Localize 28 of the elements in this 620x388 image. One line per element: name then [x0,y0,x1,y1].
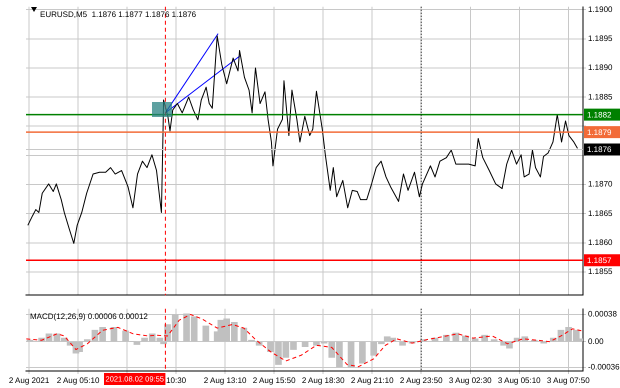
y-tick-label: 1.1870 [588,180,614,189]
x-tick-label: 2 Aug 13:10 [204,376,248,386]
y-tick-label: 1.1865 [588,208,614,218]
ref-line-label: 1.1857 [587,256,612,265]
y-tick-label: 0.00038 [588,310,618,319]
chart-title: MACD(12,26,9) 0.00006 0.00012 [30,312,148,322]
y-tick-label: -0.00036 [588,362,620,372]
y-tick-label: 1.1885 [588,92,614,102]
y-tick-label: 0.00 [588,336,604,346]
x-tick-label: 3 Aug 05:10 [498,376,542,386]
y-tick-label: 1.1860 [588,238,614,247]
x-tick-label: 2 Aug 05:10 [56,376,100,386]
x-tick-label: 10:30 [166,376,187,386]
ref-line-label: 1.1876 [587,145,612,154]
y-tick-label: 1.1855 [588,267,614,276]
x-tick-label: 2 Aug 15:50 [252,376,296,386]
ref-line-label: 1.1879 [587,128,612,137]
x-tick-label: 2 Aug 18:30 [302,376,346,386]
x-tick-label: 2 Aug 21:10 [350,376,394,386]
y-tick-label: 1.1900 [588,4,614,14]
x-tick-label: 3 Aug 02:30 [448,376,492,386]
x-tick-label: 2 Aug 23:50 [400,376,444,386]
y-tick-label: 1.1895 [588,34,614,44]
x-tick-label: 3 Aug 07:50 [546,376,590,386]
ref-line-label: 1.1882 [587,110,612,120]
chart-title: EURUSD,M5 1.1876 1.1877 1.1876 1.1876 [40,10,197,20]
x-tick-label: 2 Aug 2021 [8,376,50,386]
y-tick-label: 1.1890 [588,63,614,72]
